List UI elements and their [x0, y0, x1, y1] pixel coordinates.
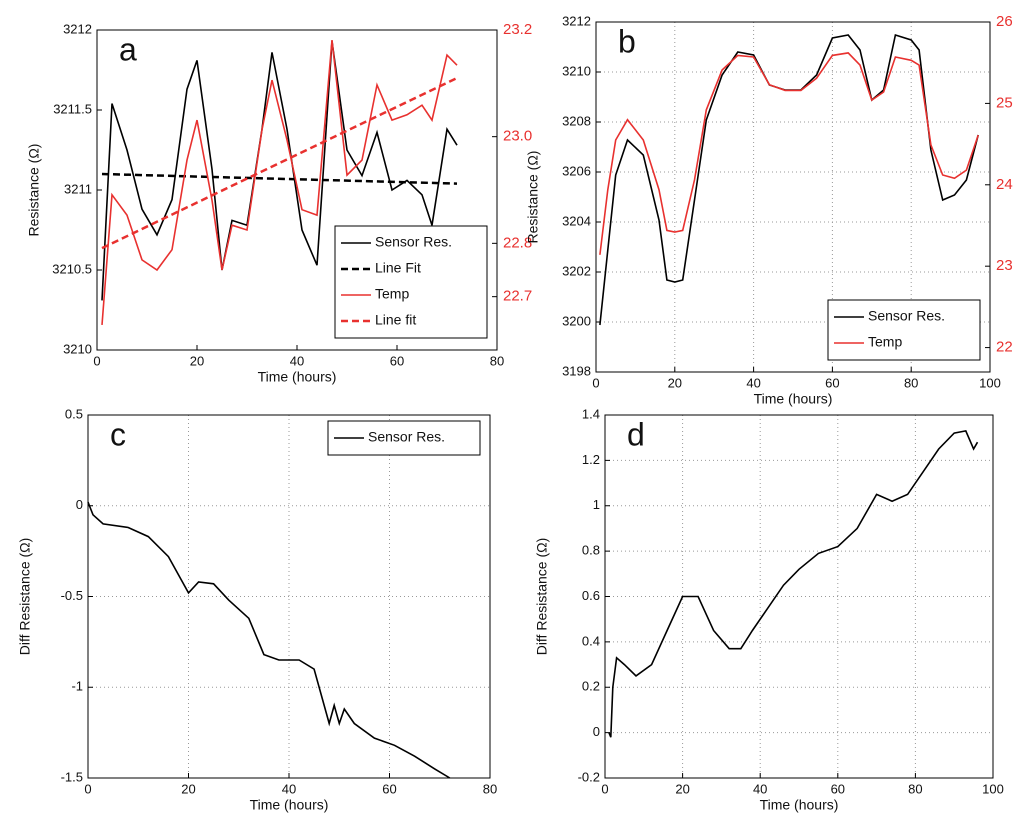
- x-tick-label: 100: [982, 781, 1004, 796]
- y-tick-label: 3204: [562, 213, 591, 228]
- y-tick-label: 0.4: [582, 633, 600, 648]
- y-tick-label: -1: [71, 679, 83, 694]
- y-tick-label: 3198: [562, 363, 591, 378]
- plot-area: [605, 415, 993, 778]
- y-tick-label: 1.2: [582, 452, 600, 467]
- y-tick-label: 3206: [562, 163, 591, 178]
- y-tick-label: 0: [593, 724, 600, 739]
- legend-label: Temp: [868, 334, 902, 350]
- x-tick-label: 100: [979, 375, 1001, 390]
- y-tick-label: -0.5: [61, 588, 83, 603]
- x-axis-label: Time (hours): [754, 391, 833, 407]
- y-tick-label: 0: [76, 497, 83, 512]
- x-tick-label: 60: [382, 781, 396, 796]
- y-tick-label: 0.6: [582, 588, 600, 603]
- y-axis-label: Diff Resistance (Ω): [534, 538, 550, 656]
- x-axis-label: Time (hours): [250, 797, 329, 813]
- x-tick-label: 60: [390, 353, 404, 368]
- x-tick-label: 80: [904, 375, 918, 390]
- data-line: [608, 429, 979, 738]
- y-tick-label: 3211: [64, 181, 92, 196]
- y-axis-label: Diff Resistance (Ω): [17, 538, 33, 656]
- y-tick-label: 3212: [562, 13, 591, 28]
- x-tick-label: 80: [908, 781, 922, 796]
- x-tick-label: 80: [483, 781, 497, 796]
- x-tick-label: 20: [675, 781, 689, 796]
- y-tick-label: -0.2: [578, 769, 600, 784]
- x-tick-label: 40: [290, 353, 304, 368]
- data-line: [599, 52, 979, 255]
- data-line: [101, 40, 458, 325]
- legend: [827, 299, 981, 361]
- y-tick-label: -1.5: [61, 769, 83, 784]
- y2-tick-label: 22.8: [503, 234, 532, 251]
- panel-label: a: [119, 31, 137, 67]
- plot-frame: [96, 29, 498, 351]
- legend-label: Sensor Res.: [868, 308, 945, 324]
- y2-tick-label: 24: [996, 176, 1013, 193]
- x-tick-label: 20: [190, 353, 204, 368]
- data-line: [101, 172, 458, 185]
- x-tick-label: 80: [490, 353, 504, 368]
- legend-label: Line Fit: [375, 260, 421, 276]
- x-axis-label: Time (hours): [760, 797, 839, 813]
- panel-label: d: [627, 416, 645, 452]
- x-tick-label: 40: [282, 781, 296, 796]
- x-tick-label: 20: [181, 781, 195, 796]
- x-axis-label: Time (hours): [258, 369, 337, 385]
- x-tick-label: 40: [753, 781, 767, 796]
- y-tick-label: 3208: [562, 113, 591, 128]
- x-tick-label: 60: [831, 781, 845, 796]
- y-tick-label: 3210.5: [52, 261, 92, 276]
- y-axis-label: Resistance (Ω): [525, 151, 541, 244]
- x-tick-label: 60: [825, 375, 839, 390]
- y2-tick-label: 26: [996, 13, 1013, 30]
- y-tick-label: 3212: [63, 21, 92, 36]
- x-tick-label: 0: [592, 375, 599, 390]
- x-tick-label: 0: [601, 781, 608, 796]
- data-line: [101, 41, 458, 301]
- y-tick-label: 1.4: [582, 406, 600, 421]
- panel-label: c: [110, 416, 126, 452]
- data-line: [87, 501, 451, 779]
- plot-frame: [87, 414, 491, 779]
- panel-label: b: [618, 23, 636, 59]
- x-tick-label: 0: [84, 781, 91, 796]
- y-tick-label: 3210: [63, 341, 92, 356]
- legend: [334, 225, 488, 339]
- x-tick-label: 20: [668, 375, 682, 390]
- legend-label: Sensor Res.: [368, 429, 445, 445]
- y-tick-label: 3202: [562, 263, 591, 278]
- y2-tick-label: 22: [996, 339, 1013, 356]
- y2-tick-label: 25: [996, 94, 1013, 111]
- legend-label: Line fit: [375, 312, 416, 328]
- y2-tick-label: 23.2: [503, 21, 532, 38]
- y2-tick-label: 23: [996, 257, 1013, 274]
- legend-label: Sensor Res.: [375, 234, 452, 250]
- y-tick-label: 0.5: [65, 406, 83, 421]
- y-tick-label: 3200: [562, 313, 591, 328]
- plot-frame: [595, 21, 991, 373]
- y2-tick-label: 22.7: [503, 288, 532, 305]
- y-tick-label: 3210: [562, 63, 591, 78]
- y-tick-label: 1: [593, 497, 600, 512]
- y-tick-label: 0.2: [582, 679, 600, 694]
- x-tick-label: 40: [746, 375, 760, 390]
- y-tick-label: 3211.5: [53, 101, 92, 116]
- y-tick-label: 0.8: [582, 543, 600, 558]
- x-tick-label: 0: [93, 353, 100, 368]
- y2-tick-label: 23.0: [503, 128, 532, 145]
- legend-label: Temp: [375, 286, 409, 302]
- y-axis-label: Resistance (Ω): [26, 144, 42, 237]
- plot-frame: [604, 414, 994, 779]
